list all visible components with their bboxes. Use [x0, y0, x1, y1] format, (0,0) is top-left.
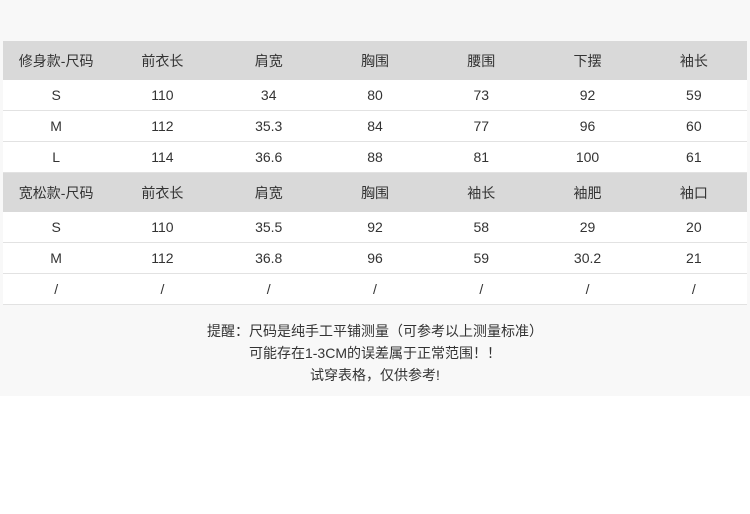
table-cell: 34: [260, 87, 277, 103]
column-header: 前衣长: [141, 52, 184, 69]
table-cell: /: [373, 281, 377, 297]
table-cell: 77: [473, 118, 490, 134]
table-cell: 60: [686, 118, 702, 134]
table-cell: 59: [686, 87, 702, 103]
table-row: M 112 35.3 84 77 96 60: [3, 111, 747, 142]
table-cell: 59: [473, 250, 490, 266]
table-cell: 61: [686, 149, 702, 165]
table-row: L 114 36.6 88 81 100 61: [3, 142, 747, 173]
column-header: 袖口: [679, 184, 708, 201]
table-cell: 96: [579, 118, 596, 134]
table-cell: 84: [367, 118, 383, 134]
table-cell: 110: [151, 219, 174, 235]
table-row: S 110 34 80 73 92 59: [3, 80, 747, 111]
column-header: 腰围: [467, 52, 496, 69]
table-cell: 21: [686, 250, 702, 266]
table-cell: 36.6: [255, 149, 283, 165]
size-table: 修身款-尺码 前衣长 肩宽 胸围 腰围 下摆 袖长 S 110 34 80 73 92 59 M 112 35.…: [3, 41, 747, 305]
table-cell: S: [51, 219, 61, 235]
table-header-row: 宽松款-尺码 前衣长 肩宽 胸围 袖长 袖肥 袖口: [3, 173, 747, 212]
table-cell: 35.5: [255, 219, 283, 235]
column-header: 肩宽: [254, 52, 283, 69]
table-cell: S: [51, 87, 61, 103]
column-header: 胸围: [360, 184, 389, 201]
table-cell: 112: [151, 118, 174, 134]
table-cell: M: [50, 250, 62, 266]
table-row: S 110 35.5 92 58 29 20: [3, 212, 747, 243]
size-notes: 提醒：尺码是纯手工平铺测量（可参考以上测量标准） 可能存在1-3CM的误差属于正…: [0, 320, 750, 386]
table-cell: 114: [151, 149, 174, 165]
column-header: 前衣长: [141, 184, 184, 201]
table-cell: 29: [579, 219, 596, 235]
table-cell: 73: [473, 87, 490, 103]
table-cell: /: [691, 281, 696, 297]
table-cell: 36.8: [255, 250, 283, 266]
table-cell: /: [266, 281, 271, 297]
table-cell: /: [54, 281, 59, 297]
table-cell: 81: [473, 149, 490, 165]
column-header: 宽松款-尺码: [18, 184, 94, 201]
table-cell: 110: [151, 87, 174, 103]
table-cell: /: [160, 281, 165, 297]
column-header: 胸围: [360, 52, 389, 69]
table-cell: L: [52, 149, 61, 165]
table-cell: 80: [367, 87, 383, 103]
table-header-row: 修身款-尺码 前衣长 肩宽 胸围 腰围 下摆 袖长: [3, 41, 747, 80]
column-header: 袖长: [467, 184, 496, 201]
note-line: 提醒：尺码是纯手工平铺测量（可参考以上测量标准）: [207, 323, 543, 339]
table-cell: 96: [367, 250, 383, 266]
column-header: 袖长: [679, 52, 708, 69]
table-cell: 20: [686, 219, 702, 235]
table-cell: /: [479, 281, 484, 297]
note-line: 可能存在1-3CM的误差属于正常范围！！: [248, 345, 501, 361]
column-header: 修身款-尺码: [18, 52, 94, 69]
table-cell: M: [50, 118, 62, 134]
table-cell: 100: [575, 149, 600, 165]
table-cell: 88: [367, 149, 383, 165]
column-header: 肩宽: [254, 184, 283, 201]
table-cell: 112: [151, 250, 174, 266]
table-cell: 92: [367, 219, 383, 235]
table-row: / / / / / / /: [3, 274, 747, 305]
note-line: 试穿表格，仅供参考!: [310, 367, 440, 383]
column-header: 袖肥: [573, 184, 602, 201]
table-cell: 58: [473, 219, 490, 235]
table-cell: 30.2: [573, 250, 602, 266]
table-cell: /: [585, 281, 590, 297]
table-row: M 112 36.8 96 59 30.2 21: [3, 243, 747, 274]
table-cell: 92: [579, 87, 596, 103]
table-cell: 35.3: [255, 118, 283, 134]
column-header: 下摆: [573, 52, 602, 69]
